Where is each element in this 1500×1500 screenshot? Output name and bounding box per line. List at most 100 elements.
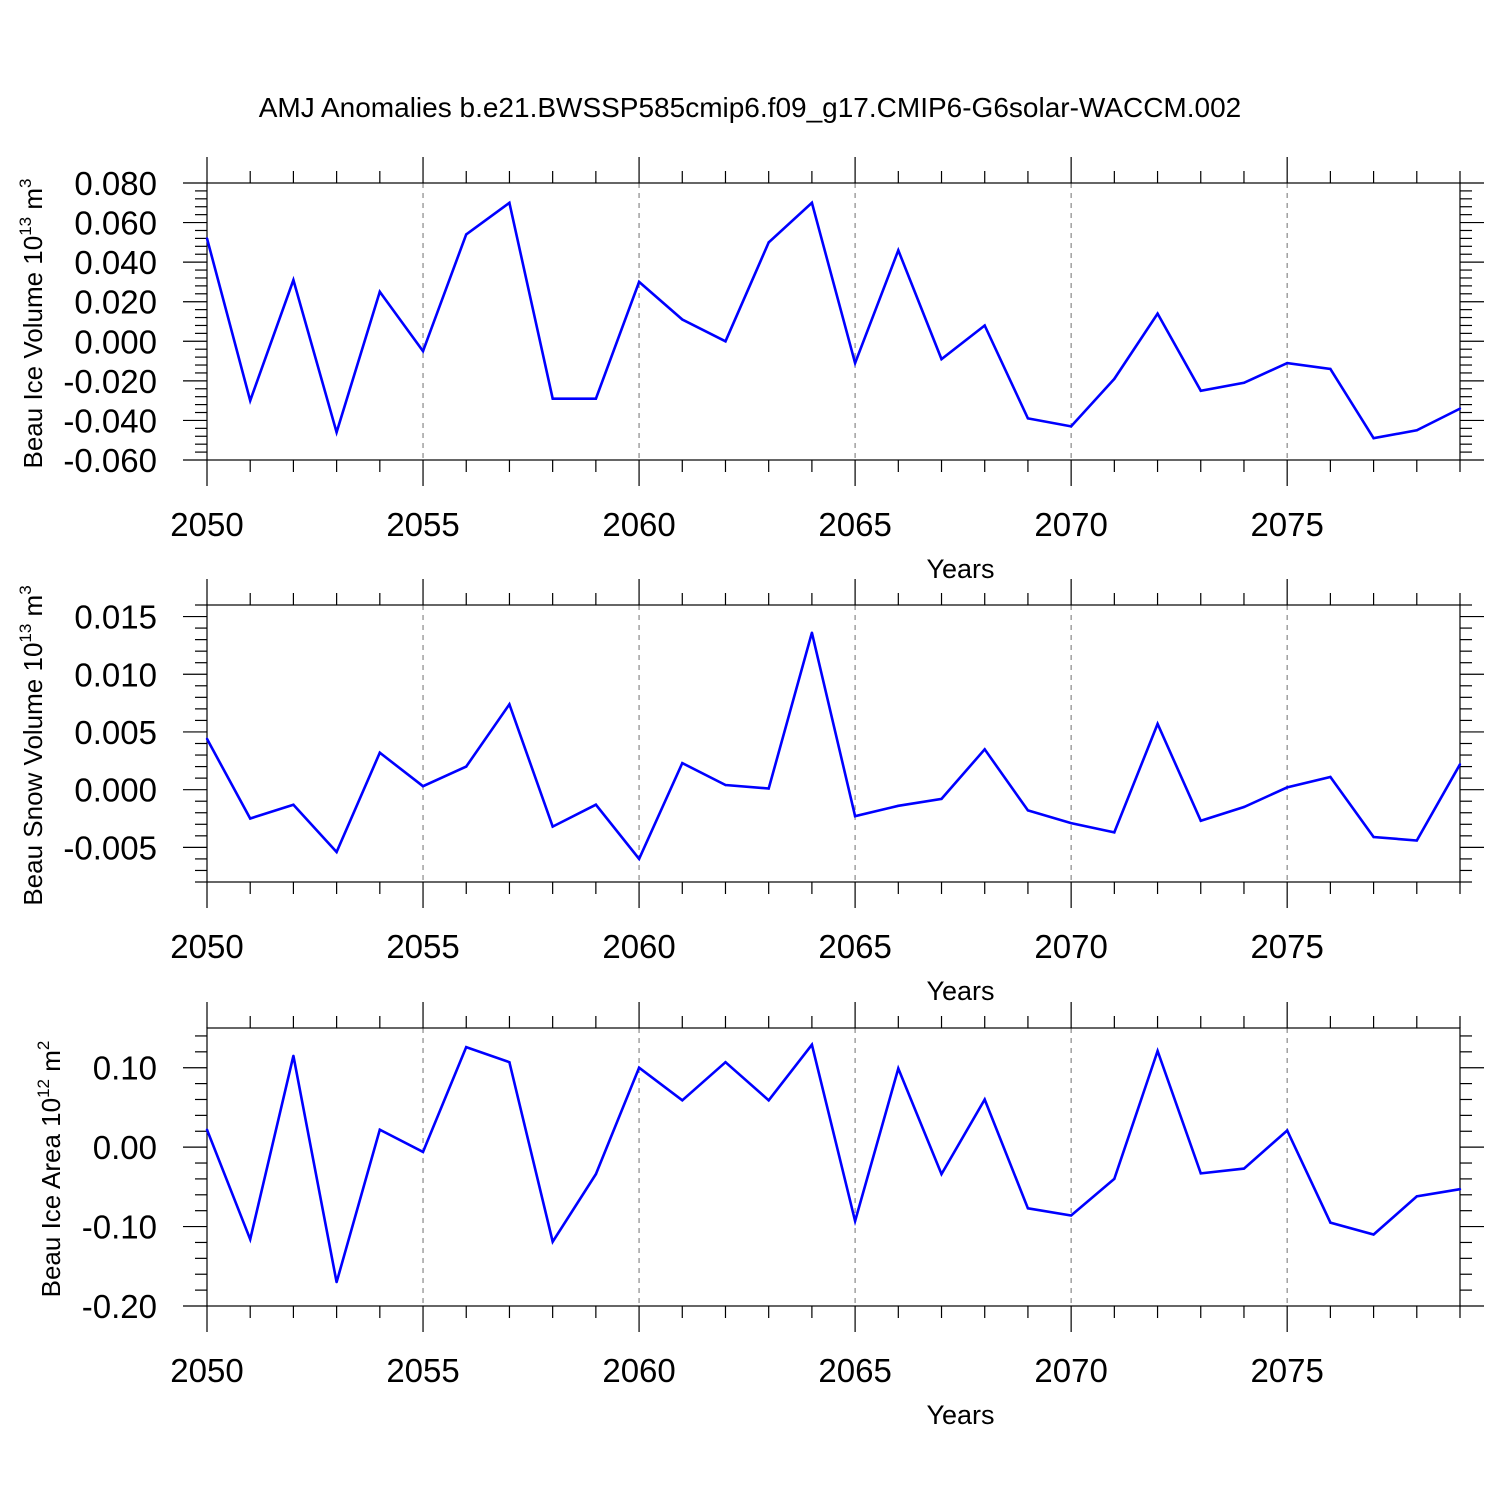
- data-point: [940, 357, 943, 361]
- data-point: [1242, 1167, 1246, 1170]
- data-point: [335, 850, 338, 854]
- x-tick-label: 2050: [170, 1352, 243, 1389]
- x-axis-label: Years: [926, 1400, 994, 1430]
- data-point: [1458, 763, 1462, 766]
- data-point: [1113, 1177, 1116, 1181]
- data-point: [421, 349, 425, 353]
- data-point: [1415, 1195, 1418, 1198]
- data-point: [897, 1067, 900, 1070]
- y-tick-label: -0.040: [63, 402, 157, 439]
- data-point: [724, 340, 727, 343]
- data-point: [508, 1060, 511, 1064]
- data-point: [1329, 1221, 1332, 1224]
- x-tick-label: 2065: [818, 1352, 891, 1389]
- data-point: [335, 431, 338, 434]
- data-point: [1372, 437, 1375, 440]
- data-point: [1199, 389, 1202, 392]
- data-point: [249, 817, 252, 820]
- data-point: [249, 399, 252, 402]
- data-point: [983, 1098, 986, 1101]
- y-tick-label: -0.005: [63, 829, 157, 866]
- y-tick-label: 0.000: [74, 323, 157, 360]
- x-tick-label: 2055: [386, 1352, 459, 1389]
- x-tick-label: 2060: [602, 1352, 675, 1389]
- x-tick-label: 2075: [1250, 928, 1323, 965]
- data-point: [983, 324, 986, 327]
- data-point: [1199, 819, 1202, 823]
- y-tick-label: 0.010: [74, 656, 157, 693]
- data-point: [292, 278, 295, 282]
- x-tick-label: 2055: [386, 928, 459, 965]
- y-tick-label: 0.040: [74, 244, 157, 281]
- data-point: [378, 290, 382, 294]
- data-point: [767, 787, 770, 790]
- x-tick-label: 2075: [1250, 1352, 1323, 1389]
- data-point: [853, 1219, 857, 1223]
- data-point: [940, 1172, 943, 1176]
- x-tick-label: 2070: [1034, 1352, 1107, 1389]
- data-point: [637, 280, 641, 284]
- data-point: [1069, 1214, 1073, 1217]
- y-tick-label: -0.060: [63, 442, 157, 479]
- panel-ice-area: 2050 2055 2060 2065 2070 2075 -0.20 -0.10 0.00 0.…: [34, 1002, 1484, 1430]
- data-point: [1069, 425, 1073, 428]
- data-point: [1285, 786, 1289, 789]
- x-axis-label: Years: [926, 976, 994, 1006]
- y-tick-label: 0.015: [74, 599, 157, 636]
- data-point: [1285, 1129, 1289, 1132]
- data-point: [1113, 377, 1116, 381]
- panel-snow-volume: 2050 2055 2060 2065 2070 2075 -0.005 0.000 0.005…: [16, 579, 1484, 1006]
- data-point: [810, 201, 814, 204]
- y-axis-label: Beau Ice Volume 1013 m3: [16, 179, 48, 469]
- y-tick-label: 0.020: [74, 284, 157, 321]
- data-point: [1329, 367, 1332, 371]
- data-point: [1415, 429, 1418, 432]
- x-tick-label: 2055: [386, 506, 459, 543]
- data-point: [853, 361, 857, 365]
- x-tick-label: 2070: [1034, 928, 1107, 965]
- x-tick-label: 2075: [1250, 506, 1323, 543]
- y-tick-label: 0.000: [74, 772, 157, 809]
- data-point: [508, 703, 511, 706]
- data-point: [551, 1240, 554, 1243]
- data-point: [810, 1043, 814, 1046]
- data-point: [205, 237, 209, 240]
- x-tick-label: 2050: [170, 928, 243, 965]
- series-line: [205, 632, 1462, 862]
- data-point: [1329, 775, 1332, 779]
- data-point: [508, 201, 511, 204]
- data-point: [594, 1172, 598, 1176]
- data-point: [1199, 1172, 1202, 1175]
- data-point: [1156, 722, 1159, 726]
- data-point: [465, 1045, 468, 1049]
- data-point: [681, 761, 684, 765]
- data-point: [551, 825, 554, 828]
- y-tick-label: 0.00: [93, 1129, 157, 1166]
- data-point: [1285, 361, 1289, 365]
- y-tick-label: -0.020: [63, 363, 157, 400]
- data-point: [421, 785, 425, 788]
- data-point: [940, 797, 943, 801]
- data-point: [983, 748, 986, 751]
- panel-ice-volume: 2050 2055 2060 2065 2070 2075 -0.060-0.040-0.0…: [16, 157, 1484, 584]
- data-point: [637, 1066, 641, 1069]
- x-tick-label: 2070: [1034, 506, 1107, 543]
- data-point: [810, 631, 814, 634]
- data-point: [1415, 839, 1418, 842]
- data-point: [1026, 417, 1030, 420]
- chart-title: AMJ Anomalies b.e21.BWSSP585cmip6.f09_g1…: [258, 92, 1242, 123]
- series-line: [205, 1041, 1461, 1283]
- plot-frame: [206, 182, 1461, 461]
- y-tick-label: 0.060: [74, 205, 157, 242]
- data-point: [205, 737, 209, 741]
- y-axis-label: Beau Ice Area 1012 m2: [34, 1041, 66, 1298]
- series-line: [205, 200, 1461, 440]
- data-point: [1458, 407, 1462, 410]
- data-point: [767, 1099, 770, 1102]
- data-point: [1156, 1049, 1159, 1053]
- data-point: [465, 233, 468, 236]
- data-point: [551, 397, 554, 400]
- data-point: [292, 1054, 295, 1058]
- x-axis-label: Years: [926, 554, 994, 584]
- data-point: [1156, 312, 1159, 315]
